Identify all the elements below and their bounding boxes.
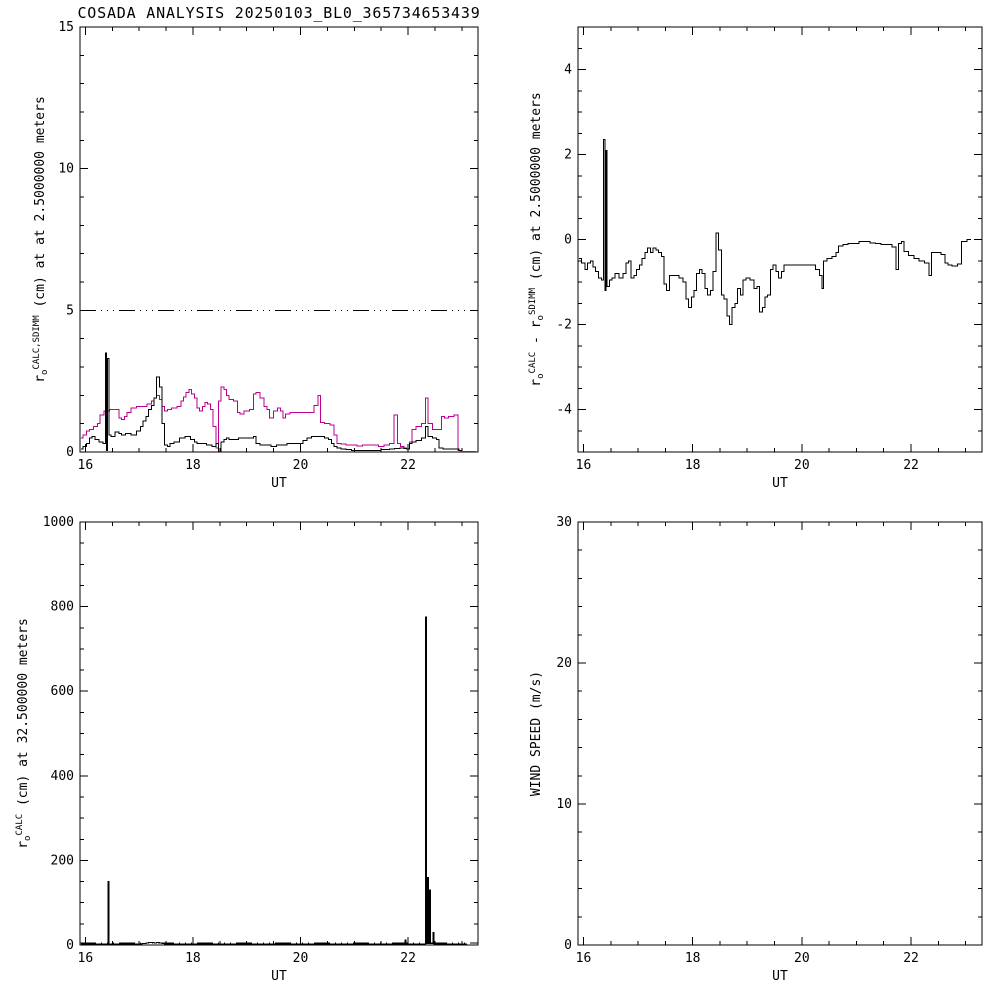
panel-r0-calc-32p5m: 16 18 20 22 0 200 400 600 800 1000 UT roCALC (cm) a… xyxy=(0,500,500,1000)
plot-box xyxy=(577,521,983,946)
y-tick-label: 0 xyxy=(564,938,572,953)
y-tick-label: 1000 xyxy=(43,515,74,530)
x-tick-label: 20 xyxy=(794,458,810,473)
y-axis-label: WIND SPEED (m/s) xyxy=(529,671,544,796)
x-tick-label: 18 xyxy=(185,951,201,966)
panel-wind-speed: 16 18 20 22 0 10 20 30 UT WIND SPEED (m/s) xyxy=(500,500,1000,1000)
x-tick-label: 20 xyxy=(293,458,309,473)
chart-title: COSADA ANALYSIS 20250103_BL0_36573465343… xyxy=(77,4,480,22)
plot-box xyxy=(79,521,479,946)
y-axis-label: roCALC - roSDIMM (cm) at 2.5000000 meter… xyxy=(528,92,546,386)
y-tick-label: 400 xyxy=(51,769,74,784)
y-tick-label: 800 xyxy=(51,600,74,615)
y-tick-label: 5 xyxy=(66,303,74,318)
x-tick-label: 20 xyxy=(293,951,309,966)
x-tick-label: 18 xyxy=(185,458,201,473)
y-tick-label: 10 xyxy=(58,162,74,177)
x-tick-label: 16 xyxy=(78,951,94,966)
x-tick-label: 16 xyxy=(576,951,592,966)
y-tick-label: 10 xyxy=(556,797,572,812)
series-r0-calc xyxy=(81,352,462,453)
y-tick-label: 20 xyxy=(556,656,572,671)
series-r0-difference xyxy=(579,139,972,325)
y-tick-label: 200 xyxy=(51,853,74,868)
y-tick-label: 30 xyxy=(556,515,572,530)
y-axis-label: roCALC (cm) at 32.500000 meters xyxy=(15,618,33,849)
y-tick-label: 2 xyxy=(564,148,572,163)
x-tick-label: 22 xyxy=(400,458,416,473)
series-r0-sdimm xyxy=(81,386,476,452)
x-tick-label: 18 xyxy=(685,458,701,473)
x-axis-label: UT xyxy=(772,969,788,984)
y-tick-label: -4 xyxy=(556,403,572,418)
plot-box xyxy=(79,26,479,453)
y-tick-label: 0 xyxy=(564,233,572,248)
panel-r0-calc-sdimm-2p5m: COSADA ANALYSIS 20250103_BL0_36573465343… xyxy=(0,0,500,500)
y-tick-label: 0 xyxy=(66,445,74,460)
x-tick-label: 22 xyxy=(903,458,919,473)
x-axis-label: UT xyxy=(271,476,287,491)
x-tick-label: 18 xyxy=(685,951,701,966)
x-axis-label: UT xyxy=(271,969,287,984)
y-tick-label: 600 xyxy=(51,684,74,699)
plot-box xyxy=(577,26,983,453)
series-r0-calc-32m xyxy=(81,616,468,945)
y-axis-label: roCALC,SDIMM (cm) at at 2.5000000 meters xyxy=(32,96,50,383)
x-tick-label: 22 xyxy=(400,951,416,966)
x-tick-label: 20 xyxy=(794,951,810,966)
x-tick-label: 22 xyxy=(903,951,919,966)
x-axis-label: UT xyxy=(772,476,788,491)
y-tick-label: 15 xyxy=(58,20,74,35)
y-tick-label: 0 xyxy=(66,938,74,953)
panel-r0-difference-2p5m: 16 18 20 22 -4 -2 0 2 4 UT roCALC - roSDIMM (cm) a… xyxy=(500,0,1000,500)
y-tick-label: -2 xyxy=(556,318,572,333)
y-tick-label: 4 xyxy=(564,63,572,78)
x-tick-label: 16 xyxy=(78,458,94,473)
x-tick-label: 16 xyxy=(576,458,592,473)
